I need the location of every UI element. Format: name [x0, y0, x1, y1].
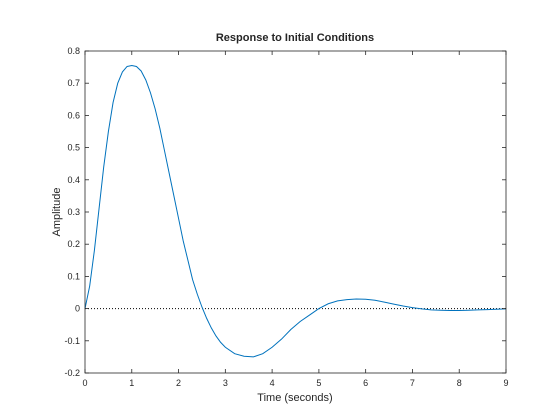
y-tick-label: 0.2 — [67, 239, 80, 249]
y-tick-label: 0.8 — [67, 46, 80, 56]
x-tick-label: 2 — [176, 378, 181, 388]
curve-layer — [84, 64, 507, 358]
x-tick-label: 5 — [316, 378, 321, 388]
chart-title: Response to Initial Conditions — [216, 32, 374, 44]
y-tick-label: 0 — [75, 304, 80, 314]
y-tick-label: -0.1 — [64, 336, 80, 346]
x-axis-label: Time (seconds) — [257, 392, 332, 404]
y-axis-label: Amplitude — [51, 188, 63, 237]
x-tick-label: 8 — [457, 378, 462, 388]
x-tick-label: 9 — [503, 378, 508, 388]
x-tick-label: 6 — [363, 378, 368, 388]
x-tick-label: 3 — [223, 378, 228, 388]
y-tick-label: 0.1 — [67, 271, 80, 281]
plot-area — [85, 51, 506, 373]
y-tick-label: 0.3 — [67, 207, 80, 217]
y-tick-label: 0.6 — [67, 110, 80, 120]
series-line-0 — [84, 64, 507, 358]
x-tick-label: 7 — [410, 378, 415, 388]
tick-layer: 0 1 2 3 4 5 6 7 8 9 -0.2 -0.1 0 0.1 0.2 0.3 0.4 0.5 0.6 0.7… — [64, 46, 508, 388]
y-tick-label: -0.2 — [64, 368, 80, 378]
x-tick-label: 1 — [129, 378, 134, 388]
y-tick-label: 0.5 — [67, 143, 80, 153]
x-tick-label: 4 — [270, 378, 275, 388]
y-tick-label: 0.7 — [67, 78, 80, 88]
x-tick-label: 0 — [82, 378, 87, 388]
y-tick-label: 0.4 — [67, 175, 80, 185]
